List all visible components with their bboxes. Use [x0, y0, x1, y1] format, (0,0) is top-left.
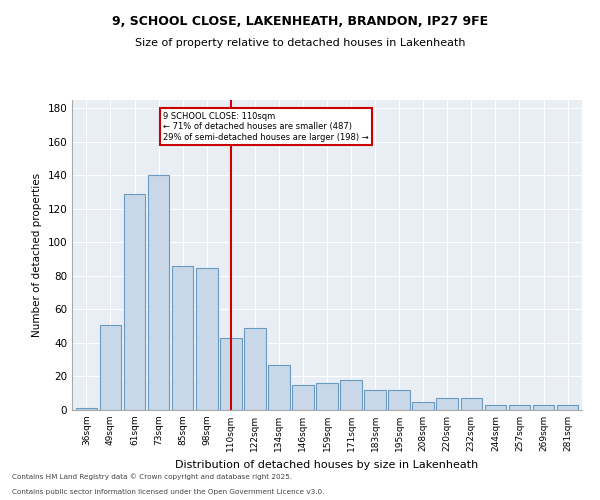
Bar: [268, 365, 290, 410]
Bar: [148, 176, 169, 410]
Bar: [316, 383, 338, 410]
Bar: [340, 380, 362, 410]
X-axis label: Distribution of detached houses by size in Lakenheath: Distribution of detached houses by size …: [175, 460, 479, 469]
Text: Contains HM Land Registry data © Crown copyright and database right 2025.: Contains HM Land Registry data © Crown c…: [12, 474, 292, 480]
Bar: [244, 328, 266, 410]
Bar: [100, 324, 121, 410]
Text: 9 SCHOOL CLOSE: 110sqm
← 71% of detached houses are smaller (487)
29% of semi-de: 9 SCHOOL CLOSE: 110sqm ← 71% of detached…: [163, 112, 369, 142]
Bar: [196, 268, 218, 410]
Bar: [412, 402, 434, 410]
Bar: [461, 398, 482, 410]
Bar: [220, 338, 242, 410]
Bar: [509, 405, 530, 410]
Bar: [557, 405, 578, 410]
Bar: [533, 405, 554, 410]
Bar: [364, 390, 386, 410]
Bar: [76, 408, 97, 410]
Y-axis label: Number of detached properties: Number of detached properties: [32, 173, 42, 337]
Bar: [388, 390, 410, 410]
Bar: [172, 266, 193, 410]
Bar: [124, 194, 145, 410]
Bar: [292, 385, 314, 410]
Bar: [436, 398, 458, 410]
Text: Size of property relative to detached houses in Lakenheath: Size of property relative to detached ho…: [135, 38, 465, 48]
Text: Contains public sector information licensed under the Open Government Licence v3: Contains public sector information licen…: [12, 489, 325, 495]
Bar: [485, 405, 506, 410]
Text: 9, SCHOOL CLOSE, LAKENHEATH, BRANDON, IP27 9FE: 9, SCHOOL CLOSE, LAKENHEATH, BRANDON, IP…: [112, 15, 488, 28]
